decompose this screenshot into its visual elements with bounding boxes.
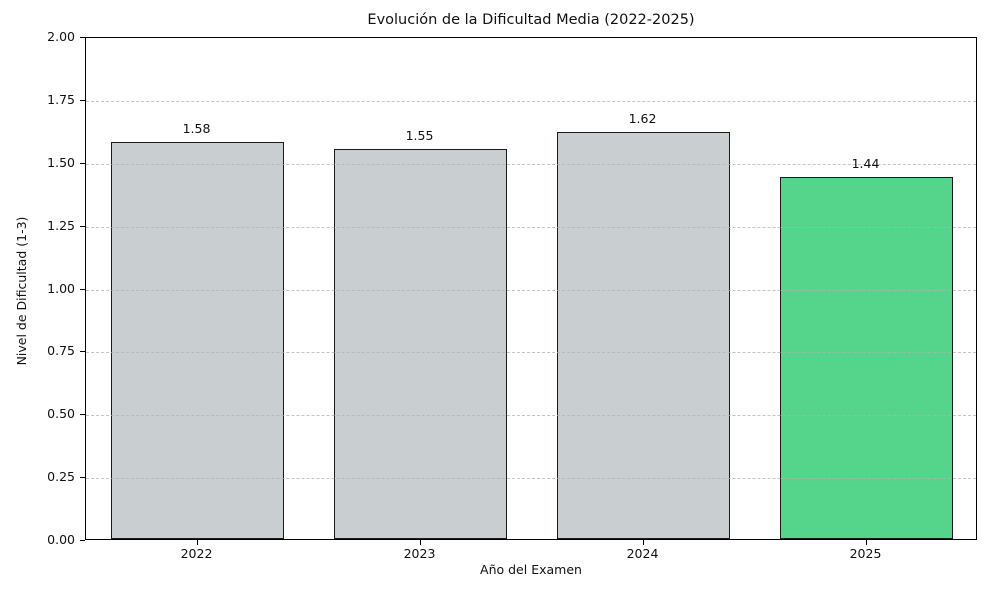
gridline	[86, 415, 976, 417]
gridline	[86, 478, 976, 480]
bar-value-label: 1.58	[182, 120, 211, 136]
y-tick-mark	[80, 162, 85, 164]
plot-area	[85, 37, 977, 540]
x-tick-label-2023: 2023	[403, 546, 436, 561]
y-tick-mark	[80, 225, 85, 227]
y-tick-label: 0.50	[47, 406, 75, 422]
chart-title: Evolución de la Dificultad Media (2022-2…	[367, 12, 695, 28]
x-tick-mark	[865, 540, 867, 545]
gridline	[86, 352, 976, 354]
y-tick-label: 0.75	[47, 343, 75, 359]
y-tick-label: 0.00	[47, 532, 75, 547]
x-tick-label-2024: 2024	[626, 546, 659, 561]
y-tick-mark	[80, 99, 85, 101]
y-tick-label: 1.75	[47, 91, 75, 107]
bar-value-label: 1.62	[628, 110, 657, 126]
gridline	[86, 163, 976, 165]
y-tick-mark	[80, 477, 85, 479]
y-tick-label: 2.00	[47, 29, 75, 44]
x-axis-label: Año del Examen	[480, 562, 582, 577]
x-tick-label-2022: 2022	[180, 546, 213, 561]
x-tick-mark	[419, 540, 421, 545]
bar-2023	[334, 149, 507, 539]
bar-2024	[557, 131, 730, 539]
y-tick-mark	[80, 414, 85, 416]
x-tick-mark	[196, 540, 198, 545]
y-tick-label: 1.50	[47, 154, 75, 170]
bar-value-label: 1.44	[851, 155, 880, 171]
y-tick-mark	[80, 37, 85, 38]
y-tick-label: 1.25	[47, 217, 75, 233]
y-tick-mark	[80, 288, 85, 290]
y-tick-label: 0.25	[47, 469, 75, 485]
gridline	[86, 289, 976, 291]
bar-2022	[111, 141, 284, 539]
gridline	[86, 100, 976, 102]
bar-value-label: 1.55	[405, 128, 434, 144]
y-tick-mark	[80, 540, 85, 541]
y-tick-label: 1.00	[47, 280, 75, 296]
y-tick-mark	[80, 351, 85, 353]
x-tick-mark	[642, 540, 644, 545]
gridline	[86, 226, 976, 228]
x-tick-label-2025: 2025	[849, 546, 882, 561]
bar-2025	[780, 176, 953, 539]
